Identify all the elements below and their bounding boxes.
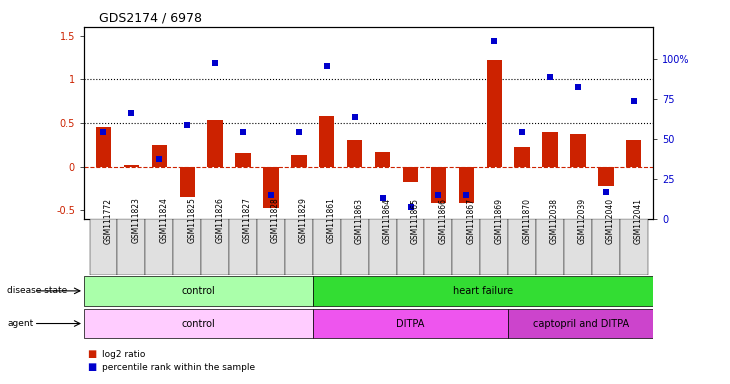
Bar	[285, 219, 313, 275]
Bar	[341, 219, 369, 275]
Bar	[291, 155, 307, 167]
Bar	[235, 154, 250, 167]
Bar	[229, 219, 257, 275]
Text: GSM111863: GSM111863	[355, 197, 364, 243]
Bar	[96, 127, 111, 167]
Text: GSM111829: GSM111829	[299, 198, 308, 243]
Text: GSM112038: GSM112038	[550, 197, 559, 243]
Bar	[403, 167, 418, 182]
Bar	[480, 219, 508, 275]
Text: GSM111826: GSM111826	[215, 198, 224, 243]
Bar	[201, 219, 229, 275]
Text: captopril and DITPA: captopril and DITPA	[533, 318, 629, 329]
Text: agent: agent	[7, 319, 34, 328]
Bar	[180, 167, 195, 197]
Text: GSM111823: GSM111823	[131, 198, 140, 243]
Bar	[515, 147, 530, 167]
Text: ■: ■	[88, 349, 97, 359]
Text: ■: ■	[88, 362, 97, 372]
Text: GSM111869: GSM111869	[494, 197, 503, 243]
Bar	[564, 219, 592, 275]
Bar	[369, 219, 396, 275]
Bar	[123, 165, 139, 167]
Bar	[264, 167, 279, 209]
Text: percentile rank within the sample: percentile rank within the sample	[102, 363, 256, 372]
Text: GSM111870: GSM111870	[522, 197, 531, 243]
Text: GDS2174 / 6978: GDS2174 / 6978	[99, 12, 201, 25]
Bar	[458, 167, 474, 203]
Bar	[542, 132, 558, 167]
Bar	[145, 219, 173, 275]
Bar	[592, 219, 620, 275]
Bar	[84, 309, 313, 338]
Text: GSM111867: GSM111867	[466, 197, 475, 243]
Bar	[152, 145, 167, 167]
Text: GSM111861: GSM111861	[327, 198, 336, 243]
Text: GSM111825: GSM111825	[187, 198, 196, 243]
Bar	[570, 134, 585, 167]
Bar	[173, 219, 201, 275]
Bar	[487, 60, 502, 167]
Text: log2 ratio: log2 ratio	[102, 350, 145, 359]
Text: GSM112041: GSM112041	[634, 197, 643, 243]
Bar	[626, 140, 642, 167]
Bar	[313, 276, 653, 306]
Text: DITPA: DITPA	[396, 318, 425, 329]
Text: disease state: disease state	[7, 286, 68, 295]
Bar	[508, 219, 536, 275]
Bar	[396, 219, 424, 275]
Text: GSM111824: GSM111824	[159, 198, 169, 243]
Text: GSM111828: GSM111828	[271, 198, 280, 243]
Text: control: control	[182, 318, 215, 329]
Bar	[508, 309, 653, 338]
Text: GSM111772: GSM111772	[104, 197, 112, 243]
Bar	[90, 219, 118, 275]
Bar	[431, 167, 446, 203]
Bar	[257, 219, 285, 275]
Bar	[536, 219, 564, 275]
Bar	[375, 152, 391, 167]
Bar	[313, 309, 508, 338]
Bar	[424, 219, 453, 275]
Bar	[319, 116, 334, 167]
Bar	[453, 219, 480, 275]
Bar	[207, 120, 223, 167]
Text: GSM112040: GSM112040	[606, 197, 615, 243]
Text: heart failure: heart failure	[453, 286, 513, 296]
Bar	[118, 219, 145, 275]
Text: GSM111827: GSM111827	[243, 198, 252, 243]
Bar	[347, 140, 362, 167]
Text: GSM111864: GSM111864	[383, 197, 391, 243]
Text: control: control	[182, 286, 215, 296]
Text: GSM111865: GSM111865	[410, 197, 420, 243]
Bar	[84, 276, 313, 306]
Text: GSM111866: GSM111866	[439, 197, 447, 243]
Bar	[598, 167, 614, 186]
Text: GSM112039: GSM112039	[578, 197, 587, 243]
Bar	[313, 219, 341, 275]
Bar	[620, 219, 648, 275]
